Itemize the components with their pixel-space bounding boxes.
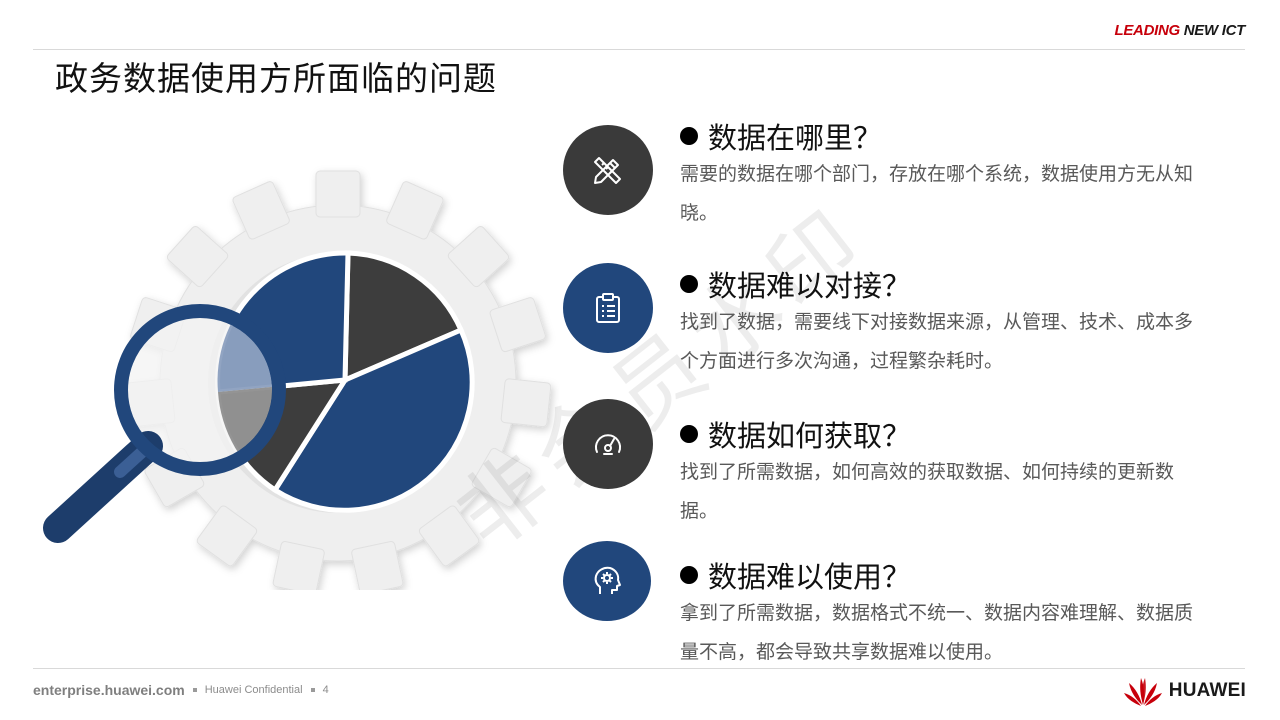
bullet-dot [680, 425, 698, 443]
footer-site[interactable]: enterprise.huawei.com [33, 682, 185, 698]
magnifier-icon [43, 304, 286, 543]
clipboard-list-icon [596, 293, 620, 323]
gear-pie-magnifier-illustration [43, 170, 552, 590]
icon-circle [563, 125, 653, 215]
issue-body: 拿到了所需数据，数据格式不统一、数据内容难理解、数据质量不高，都会导致共享数据难… [680, 602, 1194, 663]
logo-wordmark: HUAWEI [1168, 680, 1246, 701]
gauge-icon [595, 434, 621, 455]
header-divider [33, 49, 1245, 50]
head-gear-icon [594, 566, 621, 594]
icon-circle [563, 263, 653, 353]
issue-body: 需要的数据在哪个部门，存放在哪个系统，数据使用方无从知晓。 [680, 163, 1194, 224]
bullet-dot [680, 127, 698, 145]
issue-heading: 数据难以使用？ [680, 554, 911, 596]
brand-tagline: LEADING NEW ICT [1114, 22, 1245, 39]
icon-circle [563, 399, 653, 489]
footer-separator [310, 688, 315, 692]
page-title: 政务数据使用方所面临的问题 [55, 59, 497, 98]
page-number: 4 [322, 684, 329, 696]
bullet-dot [680, 275, 698, 293]
huawei-logo: HUAWEI [1123, 675, 1246, 707]
icon-circle [563, 541, 651, 621]
issue-heading: 数据难以对接？ [680, 263, 911, 305]
footer-divider [33, 668, 1245, 669]
issue-heading: 数据如何获取？ [680, 413, 911, 455]
issue-body: 找到了所需数据，如何高效的获取数据、如何持续的更新数据。 [680, 461, 1175, 522]
footer-info: enterprise.huawei.com Huawei Confidentia… [33, 682, 329, 698]
footer-separator [192, 688, 197, 692]
huawei-flower-icon [1123, 678, 1162, 706]
issue-body: 找到了数据，需要线下对接数据来源，从管理、技术、成本多个方面进行多次沟通，过程繁… [680, 311, 1194, 372]
bullet-dot [680, 566, 698, 584]
issue-heading: 数据在哪里？ [680, 115, 882, 157]
footer-confidential: Huawei Confidential [204, 684, 303, 696]
pencil-ruler-icon [594, 157, 621, 184]
